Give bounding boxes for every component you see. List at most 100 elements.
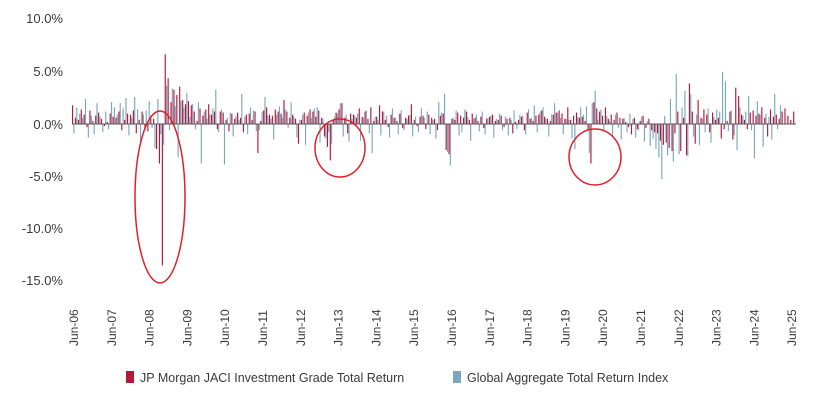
bar-jaci [280, 113, 282, 124]
bar-jaci [775, 114, 777, 124]
x-tick-label: Jun-15 [407, 309, 421, 346]
bar-global [695, 114, 698, 124]
bar-jaci [781, 111, 783, 124]
bar-global [99, 116, 101, 124]
bar-jaci [625, 121, 627, 124]
bar-jaci [668, 124, 670, 148]
bar-jaci [176, 94, 178, 124]
bar-jaci [709, 124, 711, 133]
bar-global [423, 117, 425, 124]
bar-jaci [454, 119, 456, 124]
bar-jaci [735, 87, 737, 124]
bar-jaci [578, 117, 580, 124]
bar-jaci [199, 108, 201, 124]
bar-jaci [115, 117, 117, 124]
bar-global [128, 124, 130, 136]
bar-jaci [141, 111, 143, 124]
bar-global [470, 124, 472, 141]
bar-global [478, 124, 480, 132]
bar-global [209, 114, 211, 124]
bar-jaci [179, 86, 181, 124]
bar-global [684, 90, 686, 124]
bar-jaci [196, 120, 198, 124]
bar-global [304, 124, 307, 145]
bar-global [316, 107, 318, 124]
series-jp-morgan-jaci [72, 54, 795, 266]
bar-jaci [184, 104, 187, 124]
x-tick-label: Jun-08 [143, 309, 157, 346]
bar-jaci [321, 117, 323, 124]
bar-jaci [167, 78, 169, 124]
bar-global [119, 103, 121, 124]
bar-global [704, 124, 706, 133]
bar-global [371, 124, 373, 154]
bar-global [736, 124, 738, 150]
bar-global [406, 118, 408, 124]
y-axis: 10.0% 5.0% 0.0% -5.0% -10.0% -15.0% [22, 11, 64, 288]
bar-global [203, 111, 205, 124]
y-tick-label: 10.0% [26, 11, 63, 26]
bar-jaci [410, 104, 412, 124]
bar-jaci [509, 117, 511, 124]
bar-jaci [439, 115, 441, 124]
bar-global [594, 90, 596, 124]
bar-global [171, 88, 173, 124]
bar-global [391, 108, 394, 124]
bar-jaci [390, 114, 392, 124]
bar-jaci [732, 124, 734, 140]
bar-global [574, 124, 576, 149]
bar-global [501, 124, 504, 131]
bar-global [249, 107, 252, 124]
bar-global [722, 72, 724, 124]
bar-global [264, 96, 266, 124]
bar-jaci [573, 115, 575, 124]
bar-global [441, 112, 443, 124]
bar-jaci [355, 117, 357, 124]
bar-jaci [674, 124, 676, 134]
bar-jaci [706, 114, 708, 124]
bar-jaci [132, 110, 134, 124]
bar-jaci [399, 113, 401, 124]
bar-jaci [561, 113, 563, 124]
bar-global [499, 113, 501, 124]
bar-jaci [489, 116, 491, 124]
bar-global [84, 99, 87, 124]
bar-global [551, 114, 553, 124]
bar-global [113, 107, 115, 124]
bar-global [472, 118, 475, 124]
bar-global [496, 118, 498, 124]
bar-jaci [237, 112, 239, 124]
bar-global [635, 124, 637, 138]
bar-jaci [749, 112, 751, 124]
bar-global [527, 109, 530, 124]
bar-global [591, 103, 593, 124]
bar-jaci [277, 111, 279, 124]
bar-global [748, 95, 750, 124]
bar-jaci [590, 124, 592, 164]
bar-global [93, 124, 95, 135]
bar-jaci [532, 120, 534, 124]
x-tick-label: Jun-25 [785, 309, 799, 346]
bar-global [658, 124, 660, 158]
bar-global [108, 124, 110, 130]
bar-global [183, 107, 185, 124]
series-global-aggregate [73, 72, 782, 180]
bar-jaci [292, 114, 294, 124]
bar-global [267, 115, 269, 124]
bar-global [507, 124, 509, 136]
bar-global [545, 118, 547, 124]
bar-global [672, 124, 674, 162]
bar-global [87, 124, 89, 138]
bar-jaci [465, 111, 468, 124]
bar-global [774, 93, 776, 124]
bar-global [559, 117, 561, 124]
bar-jaci [526, 112, 528, 124]
bar-jaci [109, 113, 111, 124]
bar-global [102, 124, 104, 133]
bar-global [643, 124, 645, 142]
bar-jaci [445, 124, 447, 150]
bar-global [467, 116, 469, 124]
bar-global [328, 124, 330, 133]
bar-jaci [552, 114, 554, 124]
bar-global [666, 124, 669, 156]
